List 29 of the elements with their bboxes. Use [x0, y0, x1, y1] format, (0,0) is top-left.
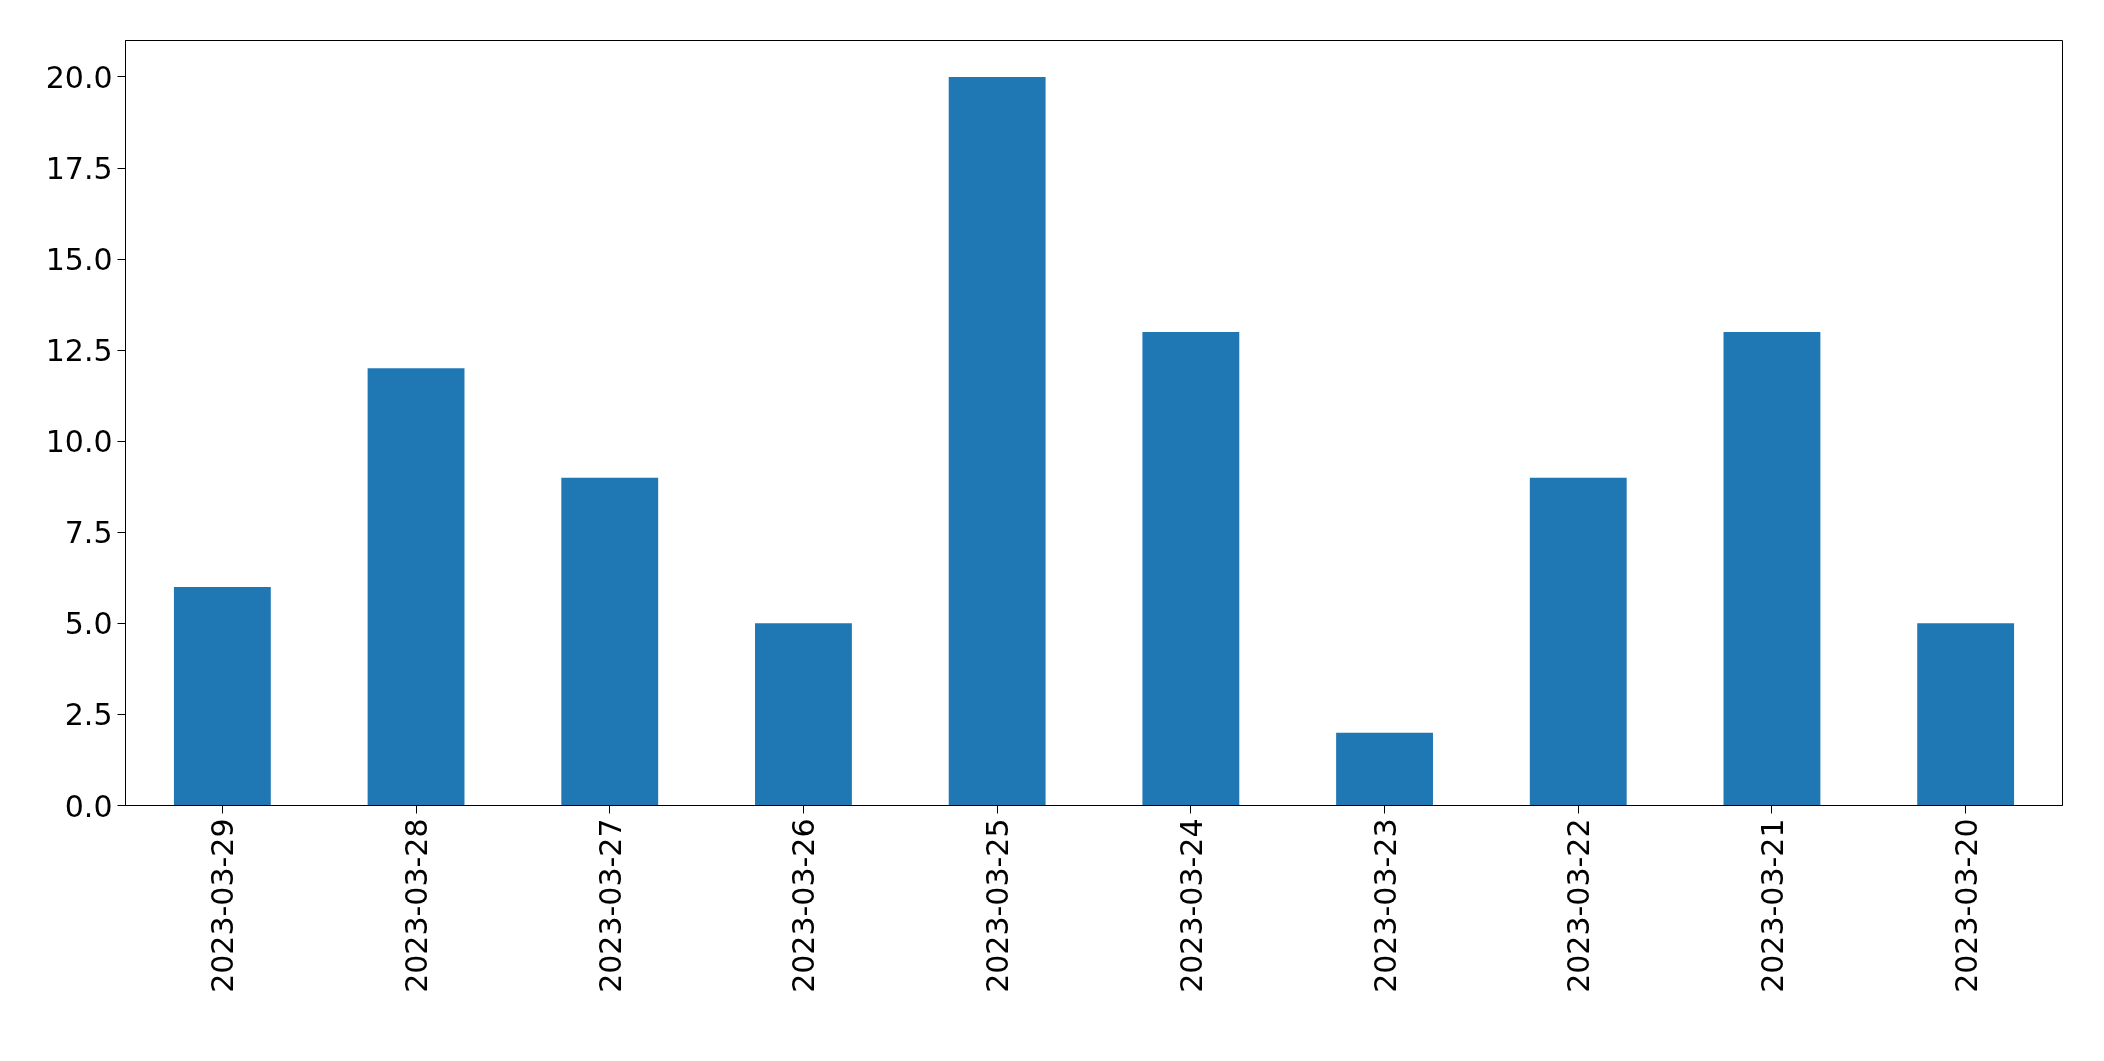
bar: [1723, 331, 1821, 806]
bar: [561, 477, 659, 806]
x-tick-label: 2023-03-20: [1948, 818, 1984, 993]
x-tick-label: 2023-03-27: [592, 818, 628, 993]
bar: [367, 368, 465, 806]
x-tick-label: 2023-03-24: [1173, 818, 1209, 993]
x-tick-label: 2023-03-21: [1754, 818, 1790, 993]
x-tick-label: 2023-03-23: [1367, 818, 1403, 993]
y-tick-label: 10.0: [45, 424, 113, 460]
y-tick-label: 2.5: [64, 697, 113, 733]
x-tick-label: 2023-03-29: [205, 818, 241, 993]
y-tick-label: 0.0: [64, 788, 113, 824]
y-tick-label: 12.5: [45, 333, 113, 369]
bar: [173, 586, 271, 806]
bar: [948, 76, 1046, 806]
bar: [1529, 477, 1627, 806]
bar: [1917, 623, 2015, 806]
bar: [1336, 732, 1433, 806]
x-tick-label: 2023-03-25: [980, 818, 1016, 993]
y-tick-label: 7.5: [64, 515, 113, 551]
bar: [755, 623, 852, 806]
x-tick-label: 2023-03-26: [786, 818, 822, 993]
x-tick-label: 2023-03-22: [1561, 818, 1597, 993]
y-tick-label: 20.0: [45, 59, 113, 95]
y-tick-label: 17.5: [45, 151, 113, 186]
y-tick-label: 5.0: [64, 606, 113, 642]
y-tick-label: 15.0: [45, 242, 113, 278]
bar: [1142, 331, 1240, 806]
x-tick-label: 2023-03-28: [399, 818, 435, 993]
